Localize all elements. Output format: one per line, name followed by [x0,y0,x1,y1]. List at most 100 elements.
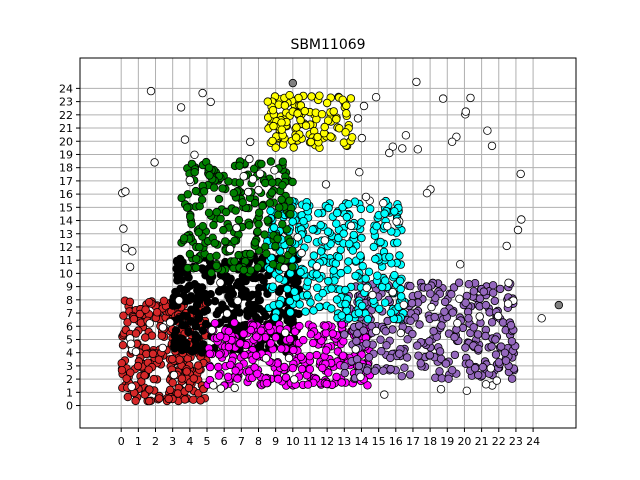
data-point [165,318,175,327]
data-point [283,284,292,294]
data-point [188,294,197,303]
data-point [210,238,219,248]
data-point [488,281,498,290]
data-point [357,218,366,227]
data-point [313,283,322,292]
data-point [362,283,371,292]
data-point [184,383,194,393]
data-point [427,302,436,312]
data-point [146,86,156,96]
data-point [356,372,365,381]
data-point [222,272,231,281]
data-point [282,225,291,234]
data-point [312,350,321,360]
data-point [253,227,262,236]
data-point [190,150,199,159]
data-point [235,178,245,187]
data-point [210,319,220,328]
data-point [280,362,289,372]
data-point [179,311,188,320]
data-point [395,276,405,286]
data-point [386,353,395,363]
data-point [448,366,457,375]
data-point [357,133,367,143]
data-point [388,288,397,297]
cluster-7 [118,77,526,399]
data-point [429,326,438,336]
data-point [168,378,177,387]
data-point [371,254,380,264]
data-point [388,142,397,151]
data-point [131,396,140,406]
data-point [440,297,450,307]
x-tick-label: 5 [204,435,211,448]
data-point [191,263,201,272]
y-tick-label: 16 [59,188,73,201]
data-point [347,221,356,231]
data-point [395,349,404,358]
data-point [435,367,444,376]
data-point [356,251,365,260]
data-point [334,253,343,262]
data-point [268,282,278,291]
data-point [123,318,132,327]
data-point [176,103,186,112]
data-point [303,380,313,389]
data-point [354,308,363,317]
data-point [235,339,245,348]
cluster-4 [263,196,409,324]
data-point [207,325,217,335]
data-point [324,203,333,213]
data-point [285,196,294,205]
data-point [470,364,480,373]
data-point [462,291,472,301]
data-point [277,118,286,127]
data-point [368,290,377,300]
data-point [455,294,464,303]
y-tick-label: 11 [59,254,73,267]
data-point [209,220,218,230]
data-point [301,121,311,130]
data-point [280,101,290,110]
data-point [261,354,271,363]
data-point [376,237,385,247]
data-point [158,323,168,332]
data-point [245,137,255,147]
data-point [268,105,278,115]
data-point [359,101,369,111]
data-point [262,249,271,258]
data-point [450,332,459,342]
data-point [296,101,306,110]
data-point [362,366,372,375]
data-point [358,301,367,311]
x-tick-label: 15 [372,435,386,448]
data-point [231,206,240,215]
data-point [182,367,191,376]
data-point [119,224,128,233]
data-point [308,225,317,234]
data-point [190,167,199,177]
data-point [271,241,280,251]
data-point [207,268,216,277]
x-tick-label: 12 [320,435,334,448]
data-point [128,247,137,256]
data-point [239,172,248,181]
data-point [221,207,231,217]
data-point [318,289,327,298]
data-point [281,328,290,337]
data-point [312,262,321,271]
data-point [183,190,192,199]
data-point [286,209,295,219]
data-point [181,321,190,330]
data-point [129,314,139,324]
data-point [302,202,311,211]
data-point [119,311,128,320]
data-point [218,300,227,309]
data-point [376,335,385,344]
data-point [196,396,205,405]
data-point [494,358,504,367]
data-point [461,107,470,116]
data-point [171,287,180,297]
data-point [268,178,277,187]
